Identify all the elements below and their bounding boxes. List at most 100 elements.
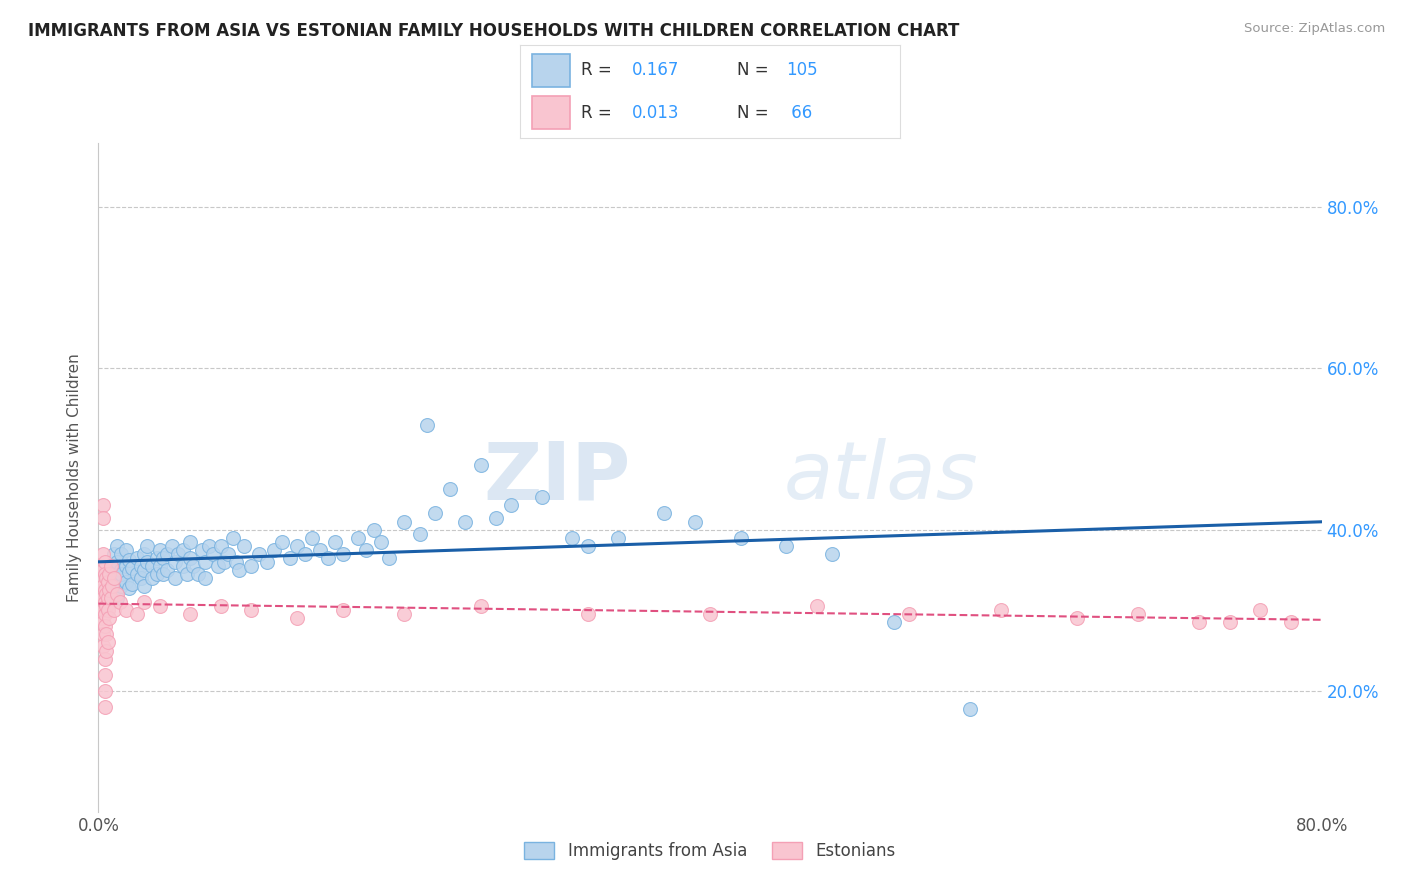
Point bbox=[98, 566, 121, 581]
Bar bbox=[531, 54, 569, 87]
Point bbox=[191, 542, 214, 557]
Point bbox=[730, 531, 752, 545]
Point bbox=[121, 561, 143, 575]
Point bbox=[392, 515, 416, 529]
Point bbox=[202, 547, 225, 561]
Point bbox=[699, 607, 721, 622]
Point bbox=[530, 491, 553, 505]
Point bbox=[240, 558, 263, 573]
Y-axis label: Family Households with Children: Family Households with Children bbox=[67, 353, 83, 601]
Point bbox=[91, 640, 114, 654]
Point bbox=[103, 571, 125, 585]
Point bbox=[90, 611, 112, 625]
Point bbox=[110, 563, 132, 577]
Point bbox=[91, 547, 114, 561]
Point bbox=[1128, 607, 1150, 622]
Point bbox=[110, 547, 132, 561]
Point bbox=[194, 555, 217, 569]
Point bbox=[179, 534, 201, 549]
Point bbox=[194, 571, 217, 585]
Text: N =: N = bbox=[737, 103, 773, 121]
Point bbox=[301, 531, 323, 545]
Point bbox=[103, 566, 125, 581]
Point bbox=[145, 566, 167, 581]
Point bbox=[149, 599, 172, 614]
Point bbox=[370, 534, 392, 549]
Point bbox=[172, 558, 194, 573]
Point bbox=[103, 583, 125, 598]
Point bbox=[103, 571, 125, 585]
Point bbox=[125, 607, 148, 622]
Point bbox=[100, 591, 122, 606]
Point bbox=[1279, 615, 1302, 630]
Point bbox=[392, 607, 416, 622]
Point bbox=[332, 603, 354, 617]
Point bbox=[91, 591, 114, 606]
Point bbox=[378, 550, 401, 565]
Point bbox=[187, 566, 209, 581]
Point bbox=[97, 591, 120, 606]
Point bbox=[207, 558, 229, 573]
Point bbox=[134, 563, 156, 577]
Point bbox=[775, 539, 797, 553]
Point bbox=[100, 558, 122, 573]
Point bbox=[347, 531, 370, 545]
Point bbox=[91, 627, 114, 641]
Point bbox=[91, 563, 114, 577]
Point bbox=[129, 558, 152, 573]
Point bbox=[222, 531, 245, 545]
Point bbox=[91, 615, 114, 630]
Point bbox=[325, 534, 347, 549]
Point bbox=[110, 579, 132, 593]
Text: R =: R = bbox=[581, 62, 617, 79]
Point bbox=[105, 591, 128, 606]
Point bbox=[93, 700, 115, 714]
Point bbox=[278, 550, 301, 565]
Point bbox=[959, 701, 981, 715]
Point bbox=[115, 558, 138, 573]
Point bbox=[98, 611, 121, 625]
Point bbox=[576, 607, 599, 622]
Point bbox=[285, 611, 308, 625]
Point bbox=[652, 507, 675, 521]
Point bbox=[163, 555, 186, 569]
Point bbox=[100, 558, 122, 573]
Text: 66: 66 bbox=[786, 103, 813, 121]
Point bbox=[115, 574, 138, 589]
Point bbox=[897, 607, 920, 622]
Point bbox=[105, 574, 128, 589]
Point bbox=[91, 510, 114, 524]
Point bbox=[108, 595, 131, 609]
Point bbox=[93, 607, 115, 622]
Point bbox=[125, 550, 148, 565]
Point bbox=[439, 483, 461, 497]
Text: atlas: atlas bbox=[783, 438, 979, 516]
Point bbox=[91, 603, 114, 617]
Point bbox=[156, 547, 179, 561]
Point bbox=[683, 515, 706, 529]
Point bbox=[105, 587, 128, 601]
Text: IMMIGRANTS FROM ASIA VS ESTONIAN FAMILY HOUSEHOLDS WITH CHILDREN CORRELATION CHA: IMMIGRANTS FROM ASIA VS ESTONIAN FAMILY … bbox=[28, 22, 959, 40]
Point bbox=[294, 547, 316, 561]
Point bbox=[408, 526, 430, 541]
Point bbox=[93, 566, 115, 581]
Point bbox=[806, 599, 828, 614]
Point bbox=[197, 539, 219, 553]
Point bbox=[316, 550, 339, 565]
Point bbox=[94, 627, 117, 641]
Point bbox=[332, 547, 354, 561]
Point bbox=[94, 571, 117, 585]
Point bbox=[149, 542, 172, 557]
Point bbox=[90, 571, 112, 585]
Point bbox=[990, 603, 1012, 617]
Point bbox=[416, 417, 439, 432]
Point bbox=[129, 571, 152, 585]
Point bbox=[152, 566, 174, 581]
Point bbox=[100, 579, 122, 593]
Point bbox=[103, 547, 125, 561]
Point bbox=[1249, 603, 1271, 617]
Point bbox=[98, 583, 121, 598]
Point bbox=[93, 651, 115, 665]
Point bbox=[118, 565, 141, 579]
Point bbox=[121, 577, 143, 591]
